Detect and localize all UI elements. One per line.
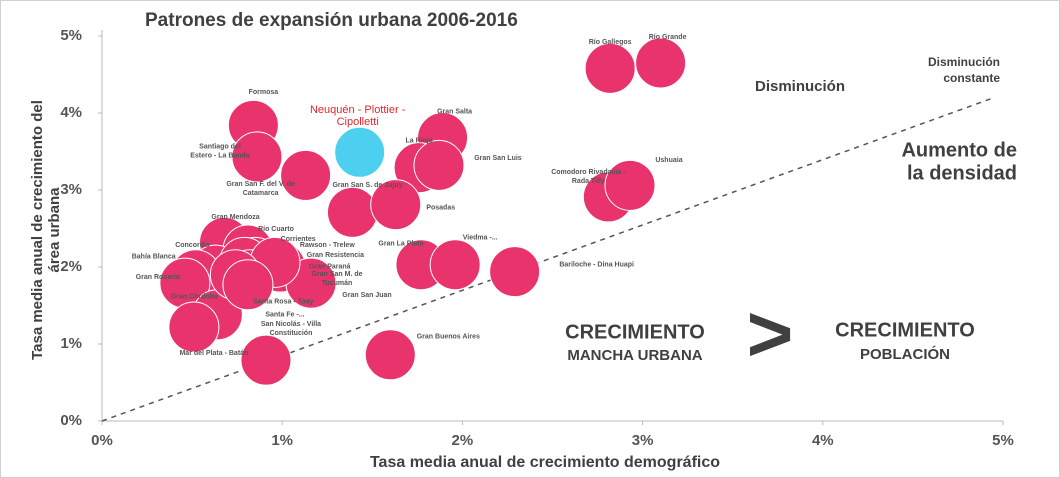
annotation: CRECIMIENTO bbox=[565, 321, 705, 343]
x-tick-label: 4% bbox=[812, 432, 834, 449]
point-label: Gran San F. del V. de bbox=[226, 181, 295, 188]
points bbox=[159, 37, 687, 386]
point-label: Río Cuarto bbox=[258, 226, 294, 233]
y-tick-label: 1% bbox=[60, 335, 82, 352]
point-label: Constitución bbox=[270, 330, 313, 337]
point bbox=[413, 139, 465, 191]
point-label: Tucumán bbox=[322, 280, 353, 287]
point-label: Gran Salta bbox=[437, 108, 472, 115]
annotation: Disminución bbox=[928, 55, 1000, 69]
point-label: Gran San S. de Jujuy bbox=[332, 182, 402, 189]
point bbox=[168, 301, 220, 353]
reference-line bbox=[101, 96, 995, 422]
y-axis-label: Tasa media anual de crecimiento del área… bbox=[29, 100, 63, 360]
point-label: Gran Paraná bbox=[309, 264, 351, 271]
point-label: Bariloche - Dina Huapi bbox=[559, 261, 634, 268]
y-tick-label: 0% bbox=[60, 412, 82, 429]
point-label: Santa Rosa - Toay bbox=[253, 299, 313, 306]
annotation: CRECIMIENTO bbox=[835, 319, 975, 341]
x-axis-label: Tasa media anual de crecimiento demográf… bbox=[370, 454, 720, 471]
point bbox=[280, 149, 332, 201]
point-label: Rada Tilly bbox=[572, 178, 605, 185]
point-label: Posadas bbox=[426, 204, 455, 211]
x-tick-label: 3% bbox=[632, 432, 654, 449]
point-label: Gran San M. de bbox=[312, 271, 363, 278]
point-label: Gran San Luis bbox=[474, 155, 522, 162]
point-label: Santiago del bbox=[199, 144, 241, 151]
point bbox=[240, 334, 292, 386]
point bbox=[334, 126, 386, 178]
x-tick-label: 2% bbox=[452, 432, 474, 449]
point bbox=[584, 42, 636, 94]
y-axis-label-line: Tasa media anual de crecimiento del bbox=[29, 100, 46, 360]
point bbox=[222, 259, 274, 311]
annotation: Disminución bbox=[755, 78, 845, 95]
point-label: Neuquén - Plottier - bbox=[310, 104, 406, 116]
point bbox=[231, 131, 283, 183]
point-label: Gran Córdoba bbox=[171, 294, 218, 301]
point-label: Ushuaia bbox=[655, 157, 682, 164]
point-label: Comodoro Rivadavia - bbox=[551, 169, 626, 176]
point-label: Viedma -... bbox=[463, 235, 498, 242]
point bbox=[326, 186, 378, 238]
point-label: Río Gallegos bbox=[589, 39, 632, 46]
x-tick-label: 1% bbox=[271, 432, 293, 449]
x-tick-label: 0% bbox=[91, 432, 113, 449]
point-label: Santa Fe -... bbox=[265, 312, 304, 319]
y-tick-label: 4% bbox=[60, 104, 82, 121]
point-label: Rawson - Trelew bbox=[300, 242, 355, 249]
y-axis-label-line: área urbana bbox=[46, 187, 63, 273]
point-label: Estero - La Banda bbox=[190, 153, 250, 160]
point-label: Formosa bbox=[249, 89, 279, 96]
point-label: Catamarca bbox=[243, 190, 279, 197]
annotation: POBLACIÓN bbox=[860, 345, 950, 363]
point-label: Gran Resistencia bbox=[307, 252, 364, 259]
point bbox=[604, 159, 656, 211]
annotation: Aumento de bbox=[901, 139, 1017, 161]
point-label: Concordia bbox=[175, 242, 210, 249]
annotation: > bbox=[747, 289, 794, 378]
y-tick-label: 3% bbox=[60, 181, 82, 198]
y-tick-label: 2% bbox=[60, 258, 82, 275]
point-label: Río Grande bbox=[649, 34, 687, 41]
x-tick-label: 5% bbox=[992, 432, 1014, 449]
point-label: Gran San Juan bbox=[342, 292, 391, 299]
point bbox=[429, 239, 481, 291]
point-label: Bahía Blanca bbox=[132, 254, 176, 261]
point bbox=[370, 179, 422, 231]
annotation: MANCHA URBANA bbox=[567, 347, 702, 364]
point-label: Gran La Plata bbox=[378, 241, 423, 248]
annotation: constante bbox=[943, 71, 1000, 85]
point bbox=[635, 37, 687, 89]
point-label: La Rioja bbox=[406, 138, 433, 145]
point-label: Gran Rosario bbox=[136, 274, 180, 281]
chart-title: Patrones de expansión urbana 2006-2016 bbox=[145, 10, 518, 31]
annotation: la densidad bbox=[907, 162, 1017, 184]
point-label: Cipolletti bbox=[337, 116, 379, 128]
point-label: Mar del Plata - Batán bbox=[179, 350, 248, 357]
point bbox=[364, 329, 416, 381]
point-label: San Nicolás - Villa bbox=[261, 321, 321, 328]
y-tick-label: 5% bbox=[60, 27, 82, 44]
point bbox=[489, 246, 541, 298]
point-label: Gran Buenos Aires bbox=[417, 334, 480, 341]
point-label: Gran Mendoza bbox=[211, 214, 259, 221]
point-label: Corrientes bbox=[281, 236, 316, 243]
